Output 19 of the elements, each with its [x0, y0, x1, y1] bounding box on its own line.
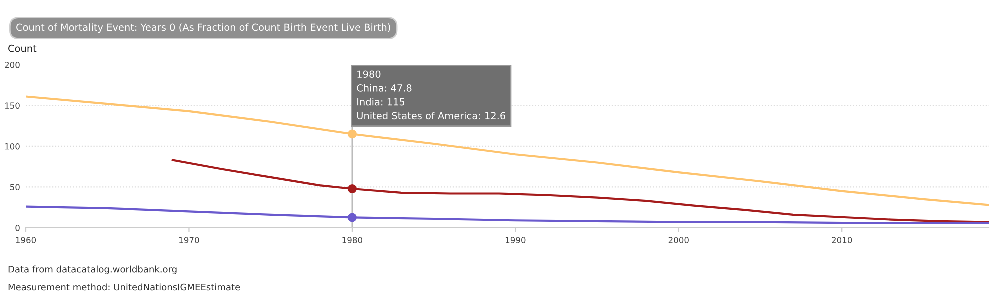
line-series	[26, 96, 989, 206]
x-tick-label: 2000	[668, 237, 689, 244]
y-tick-label: 150	[5, 102, 20, 109]
x-tick-label: 1980	[342, 237, 362, 244]
y-tick-label: 50	[10, 184, 20, 191]
line-series	[26, 206, 989, 224]
x-tick-label: 2010	[832, 237, 852, 244]
y-tick-label: 0	[16, 224, 20, 232]
text: Data from datacatalog.worldbank.org	[8, 266, 177, 275]
y-tick-label: 200	[5, 62, 20, 68]
x-tick-label: 1970	[180, 237, 200, 244]
y-axis-title: Count	[8, 44, 37, 52]
chart-title: Count of Mortality Event: Years 0 (As Fraction of Count Birth Event Live Birth)	[16, 24, 390, 34]
text: Measurement method: UnitedNationsIGMEEstimate	[8, 284, 240, 291]
line-series	[172, 159, 989, 224]
x-tick-label: 1990	[506, 237, 526, 244]
y-tick-label: 100	[5, 143, 20, 150]
annotation: 1980 China: 47.8 India: 115 United States of America: 12.6	[357, 70, 506, 120]
x-tick-label: 1960	[16, 237, 36, 244]
